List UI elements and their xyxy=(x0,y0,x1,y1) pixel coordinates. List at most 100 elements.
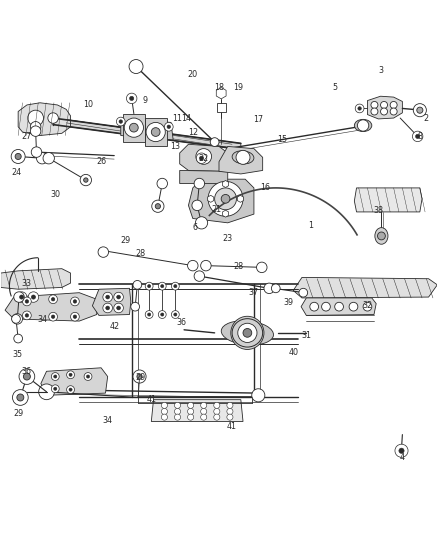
Circle shape xyxy=(137,374,142,379)
Circle shape xyxy=(12,314,20,323)
Text: 14: 14 xyxy=(181,115,191,124)
Text: 31: 31 xyxy=(301,331,311,340)
Circle shape xyxy=(171,282,179,290)
Circle shape xyxy=(67,386,74,393)
Circle shape xyxy=(30,126,41,136)
Circle shape xyxy=(145,282,153,290)
Circle shape xyxy=(395,444,408,457)
Circle shape xyxy=(321,302,330,311)
Text: 29: 29 xyxy=(135,373,145,382)
Ellipse shape xyxy=(354,119,372,132)
Circle shape xyxy=(381,108,388,115)
Circle shape xyxy=(80,174,92,185)
Circle shape xyxy=(106,295,110,299)
Text: 42: 42 xyxy=(110,322,120,331)
Text: 30: 30 xyxy=(50,190,60,199)
Circle shape xyxy=(17,394,24,401)
Polygon shape xyxy=(293,277,437,298)
Text: 9: 9 xyxy=(142,96,147,105)
Circle shape xyxy=(130,96,134,101)
Circle shape xyxy=(231,316,264,350)
Circle shape xyxy=(22,297,31,306)
Polygon shape xyxy=(1,269,71,289)
Circle shape xyxy=(103,303,113,313)
Circle shape xyxy=(31,147,42,157)
Ellipse shape xyxy=(232,151,254,164)
Circle shape xyxy=(155,204,160,209)
Circle shape xyxy=(71,312,79,321)
Circle shape xyxy=(12,313,22,324)
Circle shape xyxy=(131,302,140,311)
Text: 34: 34 xyxy=(102,416,113,425)
Circle shape xyxy=(236,150,250,164)
Polygon shape xyxy=(123,114,145,142)
Polygon shape xyxy=(367,96,403,119)
Circle shape xyxy=(152,200,164,212)
Circle shape xyxy=(196,153,207,164)
Circle shape xyxy=(73,300,77,303)
Circle shape xyxy=(69,373,72,376)
Circle shape xyxy=(130,123,138,132)
Circle shape xyxy=(28,292,39,302)
Circle shape xyxy=(208,181,243,216)
Polygon shape xyxy=(92,288,131,316)
Text: 3: 3 xyxy=(379,66,384,75)
Text: 22: 22 xyxy=(198,154,209,163)
Polygon shape xyxy=(223,181,229,188)
Text: 36: 36 xyxy=(177,318,187,327)
Circle shape xyxy=(133,370,146,383)
Circle shape xyxy=(16,292,27,302)
Circle shape xyxy=(238,323,257,343)
Circle shape xyxy=(363,302,372,311)
Circle shape xyxy=(349,302,358,311)
Circle shape xyxy=(84,373,92,381)
Circle shape xyxy=(20,295,24,299)
Text: 1: 1 xyxy=(308,221,313,230)
Text: 37: 37 xyxy=(249,288,259,297)
Text: 11: 11 xyxy=(173,114,183,123)
Text: 40: 40 xyxy=(288,349,298,358)
Circle shape xyxy=(25,300,28,303)
Ellipse shape xyxy=(221,321,273,345)
Circle shape xyxy=(73,315,77,318)
Text: 29: 29 xyxy=(120,236,130,245)
Circle shape xyxy=(381,101,388,108)
Circle shape xyxy=(133,280,142,289)
Text: 4: 4 xyxy=(400,453,405,462)
Text: 10: 10 xyxy=(83,100,93,109)
Circle shape xyxy=(39,384,54,400)
Circle shape xyxy=(43,152,54,164)
Polygon shape xyxy=(354,188,422,212)
Text: 5: 5 xyxy=(332,83,338,92)
Circle shape xyxy=(187,402,194,408)
Polygon shape xyxy=(151,400,243,422)
Circle shape xyxy=(117,295,120,299)
Circle shape xyxy=(161,402,167,408)
Circle shape xyxy=(158,311,166,318)
Ellipse shape xyxy=(375,228,388,244)
Circle shape xyxy=(51,385,59,393)
Circle shape xyxy=(194,271,205,281)
Circle shape xyxy=(28,110,43,126)
Circle shape xyxy=(201,414,207,420)
Circle shape xyxy=(174,285,177,288)
Circle shape xyxy=(146,123,165,142)
Circle shape xyxy=(413,103,426,117)
Text: 32: 32 xyxy=(362,301,372,310)
Polygon shape xyxy=(180,144,228,171)
Circle shape xyxy=(299,288,307,297)
Text: 26: 26 xyxy=(96,157,106,166)
Circle shape xyxy=(145,311,153,318)
Circle shape xyxy=(195,217,208,229)
Text: 16: 16 xyxy=(260,182,270,191)
Circle shape xyxy=(151,128,160,136)
Circle shape xyxy=(12,390,28,405)
Circle shape xyxy=(371,108,378,115)
Circle shape xyxy=(174,408,180,415)
Circle shape xyxy=(36,152,48,164)
Text: 39: 39 xyxy=(284,298,294,307)
Text: 20: 20 xyxy=(188,70,198,79)
Circle shape xyxy=(227,402,233,408)
Circle shape xyxy=(84,178,88,182)
Circle shape xyxy=(272,284,280,293)
